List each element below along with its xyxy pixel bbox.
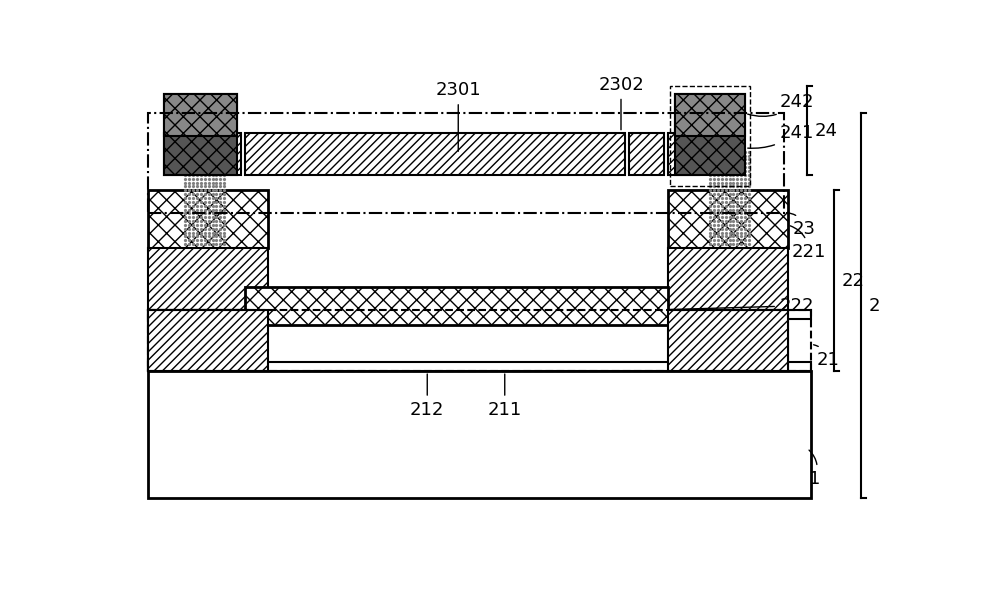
Bar [245,287,668,325]
Bar [164,94,237,175]
Bar [629,132,664,175]
Text: 24: 24 [815,122,838,139]
Text: 242: 242 [748,93,814,116]
Text: 1: 1 [809,450,821,488]
Bar [743,310,788,371]
Text: 2302: 2302 [598,76,644,130]
Bar [675,94,745,137]
Text: 22: 22 [842,272,865,290]
Text: 241: 241 [748,124,814,148]
Bar [148,310,268,371]
Bar [202,132,241,175]
Bar [670,86,750,186]
Bar [148,310,811,371]
Text: 2301: 2301 [435,81,481,151]
Bar [191,310,208,371]
Text: 2: 2 [869,297,881,315]
Bar [686,310,726,371]
Text: 222: 222 [670,297,814,315]
Bar [726,310,743,371]
Bar [148,310,811,319]
Bar [164,132,199,175]
Bar [668,248,788,310]
Bar [148,362,811,371]
Bar [148,113,784,213]
Bar [148,371,811,498]
Bar [148,310,811,371]
Bar [675,94,745,175]
Bar [245,132,625,175]
Bar [148,113,784,213]
Bar [668,190,788,248]
Text: 21: 21 [814,345,839,369]
Text: 211: 211 [488,374,522,418]
Bar [148,310,191,371]
Text: 221: 221 [790,226,826,261]
Bar [208,310,248,371]
Text: 212: 212 [410,374,444,418]
Bar [148,190,268,248]
Text: 23: 23 [787,213,816,238]
Bar [668,132,698,175]
Bar [148,248,268,310]
Bar [164,94,237,137]
Bar [668,310,788,371]
